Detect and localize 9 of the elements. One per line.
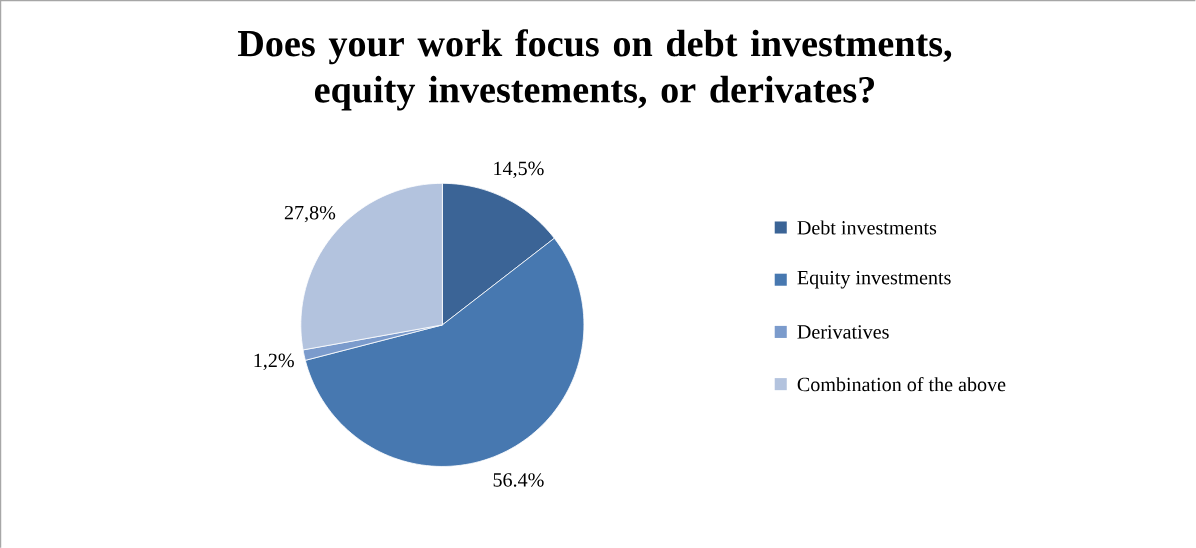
legend-label: Combination of the above (797, 376, 1006, 392)
data-label: 27,8% (284, 205, 336, 223)
legend-label: Equity investments (797, 270, 951, 289)
legend-label: Derivatives (797, 325, 889, 339)
data-label: 56.4% (493, 472, 544, 487)
legend-label: Debt investments (797, 220, 937, 235)
chart-title: Does your work focus on debt investments, equity investements, or derivates? (237, 29, 952, 111)
data-label: 14,5% (494, 161, 544, 178)
data-label: 1,2% (254, 353, 294, 370)
